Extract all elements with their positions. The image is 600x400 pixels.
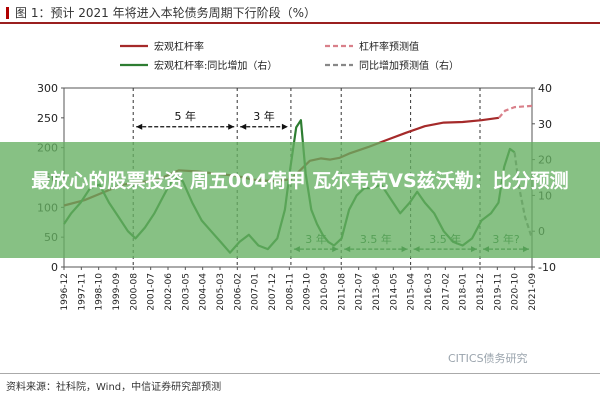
x-tick-label: 2013-06 xyxy=(372,273,382,311)
x-tick-label: 2007-12 xyxy=(268,273,278,311)
x-tick-label: 2020-10 xyxy=(511,273,521,311)
x-tick-label: 2001-07 xyxy=(147,273,157,311)
x-tick-label: 2021-09 xyxy=(528,273,538,311)
right-tick-label: -10 xyxy=(538,261,556,274)
x-tick-label: 2018-01 xyxy=(459,273,469,311)
x-tick-label: 2012-07 xyxy=(355,273,365,311)
right-tick-label: 40 xyxy=(538,82,552,95)
legend-label: 宏观杠杆率:同比增加（右） xyxy=(154,59,277,72)
watermark: CITICS债务研究 xyxy=(448,352,528,365)
x-tick-label: 1997-11 xyxy=(77,273,87,311)
annotation-arrow-left xyxy=(240,123,247,130)
footer-rule xyxy=(0,373,600,374)
banner-headline[interactable]: 最放心的股票投资 周五004荷甲 瓦尔韦克VS兹沃勒：比分预测 xyxy=(31,170,569,192)
x-tick-label: 2004-04 xyxy=(199,273,209,311)
x-tick-label: 2002-06 xyxy=(164,273,174,311)
x-tick-label: 2006-02 xyxy=(233,273,243,311)
left-tick-label: 250 xyxy=(37,112,58,125)
right-tick-label: 30 xyxy=(538,118,552,131)
left-tick-label: 0 xyxy=(51,261,58,274)
x-tick-label: 1998-10 xyxy=(95,273,105,311)
x-tick-label: 2008-11 xyxy=(285,273,295,311)
legend-label: 同比增加预测值（右） xyxy=(359,59,459,72)
x-tick-label: 2014-05 xyxy=(389,273,399,311)
x-tick-label: 2015-04 xyxy=(407,273,417,311)
title-accent xyxy=(6,7,9,19)
annotation-arrow-left xyxy=(136,123,143,130)
headline-banner[interactable]: 最放心的股票投资 周五004荷甲 瓦尔韦克VS兹沃勒：比分预测 xyxy=(0,142,600,258)
left-tick-label: 300 xyxy=(37,82,58,95)
x-tick-label: 2005-03 xyxy=(216,273,226,311)
x-tick-label: 2003-05 xyxy=(181,273,191,311)
x-tick-label: 2019-11 xyxy=(493,273,503,311)
header-rule xyxy=(0,22,600,24)
annotation-label: 3 年 xyxy=(253,109,275,123)
x-tick-label: 2007-01 xyxy=(251,273,261,311)
legend-label: 杠杆率预测值 xyxy=(359,40,419,53)
legend-label: 宏观杠杆率 xyxy=(154,40,204,53)
x-tick-label: 2011-08 xyxy=(337,273,347,311)
figure-title: 图 1：预计 2021 年将进入本轮债务周期下行阶段（%） xyxy=(6,4,316,21)
x-tick-label: 1999-09 xyxy=(112,273,122,311)
series-line-left xyxy=(498,104,533,119)
x-tick-label: 2010-09 xyxy=(320,273,330,311)
source-note: 资料来源：社科院，Wind，中信证券研究部预测 xyxy=(6,382,222,393)
annotation-arrow-right xyxy=(281,123,288,130)
x-tick-label: 2018-12 xyxy=(476,273,486,311)
x-tick-label: 2009-10 xyxy=(303,273,313,311)
x-tick-label: 2000-08 xyxy=(129,273,139,311)
annotation-label: 5 年 xyxy=(174,109,196,123)
figure-title-text: 图 1：预计 2021 年将进入本轮债务周期下行阶段（%） xyxy=(15,6,317,20)
x-tick-label: 2017-02 xyxy=(441,273,451,311)
x-tick-label: 2016-03 xyxy=(424,273,434,311)
annotation-arrow-right xyxy=(228,123,235,130)
x-tick-label: 1996-12 xyxy=(60,273,70,311)
